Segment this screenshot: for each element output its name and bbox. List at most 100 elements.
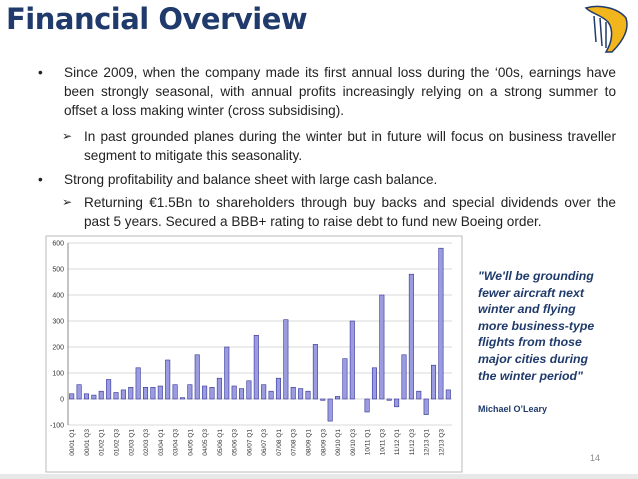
bar: [327, 398, 333, 422]
bar: [335, 396, 341, 400]
bullet: • Since 2009, when the company made its f…: [38, 65, 616, 118]
bar: [91, 394, 97, 400]
bar: [416, 390, 422, 400]
x-tick-label: 00/01 Q1: [69, 429, 76, 456]
bar: [172, 384, 178, 400]
x-tick-label: 03/04 Q3: [173, 429, 180, 456]
y-tick-label: 200: [52, 345, 64, 352]
y-tick-label: 0: [60, 397, 64, 404]
x-tick-label: 05/06 Q3: [232, 429, 239, 456]
bar: [268, 390, 274, 400]
logo: [584, 5, 628, 53]
bar: [312, 344, 318, 400]
bar: [253, 334, 259, 400]
bar: [187, 384, 193, 400]
x-tick-label: 11/12 Q3: [409, 429, 416, 456]
bar: [143, 386, 149, 400]
bullet: • Strong profitability and balance sheet …: [38, 172, 438, 187]
bar: [290, 386, 296, 400]
bar: [246, 380, 252, 400]
x-tick-label: 00/01 Q3: [84, 429, 91, 456]
sub-bullet: ➢ In past grounded planes during the wint…: [62, 129, 616, 163]
bullet-text: Returning €1.5Bn to shareholders through…: [84, 195, 616, 229]
x-tick-label: 06/07 Q1: [246, 429, 253, 456]
x-tick-label: 12/13 Q3: [438, 429, 445, 456]
bar: [83, 393, 89, 400]
quote-author: Michael O’Leary: [478, 404, 548, 414]
x-tick-label: 12/13 Q1: [424, 429, 431, 456]
bar: [239, 388, 245, 400]
bar: [98, 390, 104, 400]
bar: [135, 367, 141, 400]
bullet-text: In past grounded planes during the winte…: [84, 129, 616, 163]
bar: [202, 385, 208, 400]
bar: [342, 358, 348, 400]
bullet-text: Since 2009, when the company made its fi…: [64, 65, 616, 118]
bar: [216, 377, 222, 400]
footer-band: [0, 474, 638, 479]
bar: [231, 385, 237, 400]
bar: [431, 364, 437, 400]
x-tick-label: 09/10 Q1: [335, 429, 342, 456]
bar: [371, 367, 377, 400]
x-tick-label: 01/02 Q1: [99, 429, 106, 456]
bar: [157, 385, 163, 400]
bar: [106, 379, 112, 400]
bar: [408, 273, 414, 400]
bullet-text: Strong profitability and balance sheet w…: [64, 172, 438, 187]
bar: [120, 389, 126, 400]
x-tick-label: 04/05 Q1: [187, 429, 194, 456]
y-tick-label: 500: [52, 267, 64, 274]
bar: [209, 386, 215, 400]
x-tick-label: 02/03 Q3: [143, 429, 150, 456]
bar: [179, 397, 185, 400]
x-tick-label: 07/08 Q3: [291, 429, 298, 456]
bar: [261, 384, 267, 400]
bar: [438, 247, 444, 400]
x-tick-label: 06/07 Q3: [261, 429, 268, 456]
x-tick-label: 07/08 Q1: [276, 429, 283, 456]
x-tick-label: 11/12 Q1: [394, 429, 401, 456]
x-tick-label: 10/11 Q1: [365, 429, 372, 456]
bar: [283, 319, 289, 400]
x-tick-label: 08/09 Q3: [320, 429, 327, 456]
bar: [76, 384, 82, 400]
y-tick-label: 300: [52, 319, 64, 326]
bar: [194, 354, 200, 400]
bar: [298, 388, 304, 400]
bar: [386, 398, 392, 401]
bar: [113, 392, 119, 400]
bar: [150, 386, 156, 400]
y-tick-label: 600: [52, 241, 64, 248]
bar: [349, 320, 355, 400]
y-tick-label: 400: [52, 293, 64, 300]
x-tick-label: 09/10 Q3: [350, 429, 357, 456]
bar: [275, 377, 281, 400]
bar: [423, 398, 429, 415]
bar: [364, 398, 370, 413]
bar: [224, 346, 230, 400]
y-tick-label: 100: [52, 371, 64, 378]
x-tick-label: 01/02 Q3: [114, 429, 121, 456]
y-tick-label: -100: [50, 423, 64, 430]
x-tick-label: 04/05 Q3: [202, 429, 209, 456]
chart-frame: [45, 235, 463, 473]
bar: [69, 393, 75, 400]
bar: [401, 354, 407, 400]
page-number: 14: [590, 453, 601, 463]
slide-title: Financial Overview: [6, 2, 308, 36]
sub-bullet: ➢ Returning €1.5Bn to shareholders throug…: [62, 195, 616, 229]
x-tick-label: 08/09 Q1: [306, 429, 313, 456]
bar: [165, 359, 171, 400]
bar: [128, 386, 134, 400]
x-tick-label: 05/06 Q1: [217, 429, 224, 456]
bar: [394, 398, 400, 408]
bar: [305, 390, 311, 400]
x-tick-label: 10/11 Q3: [379, 429, 386, 456]
x-tick-label: 03/04 Q1: [158, 429, 165, 456]
quote: "We'll be grounding fewer aircraft next …: [478, 269, 595, 383]
bar: [320, 398, 326, 401]
x-tick-label: 02/03 Q1: [128, 429, 135, 456]
bar: [379, 294, 385, 400]
